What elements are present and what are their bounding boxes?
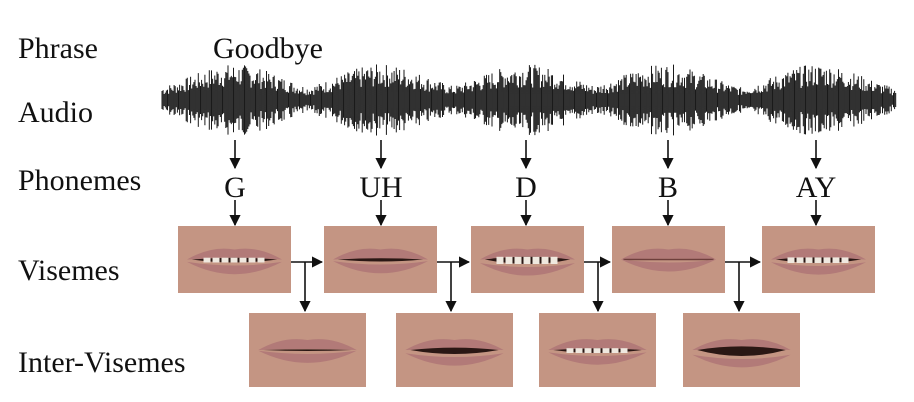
- intervisemes-image-1: [249, 313, 366, 387]
- intervisemes-row-label: Inter-Visemes: [18, 346, 186, 379]
- audio-waveform: [161, 64, 897, 136]
- viseme-image-row: [178, 226, 875, 293]
- intervisemes-image-2: [396, 313, 513, 387]
- phoneme-d: D: [515, 171, 537, 204]
- phonemes-row-label: Phonemes: [18, 164, 141, 197]
- phoneme-ay: AY: [796, 171, 837, 204]
- intervisemes-image-4: [683, 313, 800, 387]
- intervisemes-image-3: [539, 313, 656, 387]
- viseme-image-ay: [762, 226, 875, 293]
- phoneme-labels: G UH D B AY: [224, 171, 836, 204]
- phoneme-b: B: [658, 171, 678, 204]
- connector-arrows: [229, 140, 822, 313]
- visemes-row-label: Visemes: [18, 254, 120, 287]
- audio-row-label: Audio: [18, 96, 93, 129]
- phrase-text: Goodbye: [213, 32, 323, 65]
- viseme-image-b: [612, 226, 725, 293]
- viseme-image-d: [471, 226, 584, 293]
- viseme-image-uh: [324, 226, 437, 293]
- phrase-row-label: Phrase: [18, 32, 98, 65]
- waveform-trace: [161, 64, 897, 136]
- phoneme-g: G: [224, 171, 246, 204]
- viseme-image-g: [178, 226, 291, 293]
- phoneme-uh: UH: [359, 171, 402, 204]
- intervisemes-image-row: [249, 313, 800, 387]
